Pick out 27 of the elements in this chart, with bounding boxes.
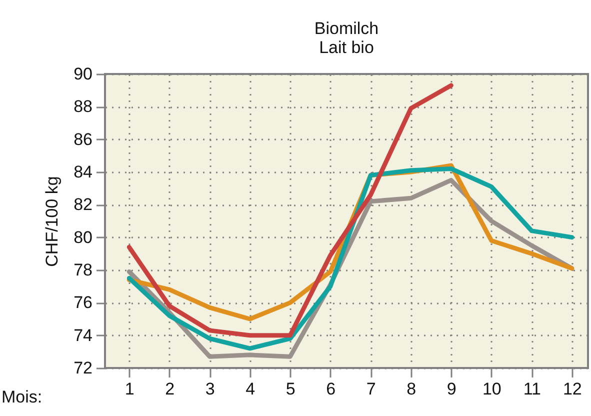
x-tick-label: 5	[286, 380, 296, 398]
y-tick-label: 80	[74, 228, 92, 247]
y-tick-label: 72	[74, 358, 92, 378]
x-tick-label: 9	[446, 380, 456, 398]
x-tick-label: 10	[482, 380, 502, 398]
y-tick-label: 86	[74, 130, 92, 149]
line-series	[126, 83, 454, 338]
x-axis-title: Mois:	[2, 388, 42, 406]
x-tick-label: 11	[523, 380, 541, 398]
y-tick-label: 78	[74, 260, 92, 280]
x-tick-label: 3	[205, 380, 215, 398]
x-tick-label: 4	[246, 380, 256, 398]
x-tick-label: 6	[326, 380, 336, 398]
x-tick-label: 1	[124, 380, 134, 398]
x-tick-label: 7	[366, 380, 376, 398]
y-tick-label: 76	[74, 293, 92, 312]
chart-subtitle: Lait bio	[319, 38, 374, 57]
y-tick-label: 74	[74, 326, 92, 345]
y-tick-label: 88	[74, 97, 92, 116]
y-tick-label: 84	[74, 162, 92, 182]
y-axis-title: CHF/100 kg	[42, 176, 62, 267]
y-tick-label: 90	[74, 64, 92, 84]
y-tick-label: 82	[74, 195, 92, 214]
chart-title: Biomilch	[314, 19, 379, 38]
x-tick-label: 8	[406, 380, 416, 398]
x-tick-label: 12	[562, 380, 582, 398]
x-tick-label: 2	[165, 380, 175, 398]
